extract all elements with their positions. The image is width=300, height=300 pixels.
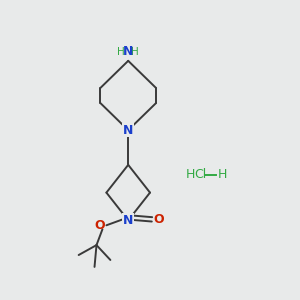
Text: H: H [186, 168, 195, 181]
Text: N: N [123, 124, 134, 137]
Text: N: N [123, 45, 134, 58]
Text: N: N [123, 214, 134, 227]
Text: O: O [94, 219, 105, 232]
Text: O: O [154, 213, 164, 226]
Text: H: H [117, 47, 125, 57]
Text: Cl: Cl [195, 168, 207, 181]
Text: H: H [218, 168, 227, 181]
Text: H: H [131, 47, 139, 57]
